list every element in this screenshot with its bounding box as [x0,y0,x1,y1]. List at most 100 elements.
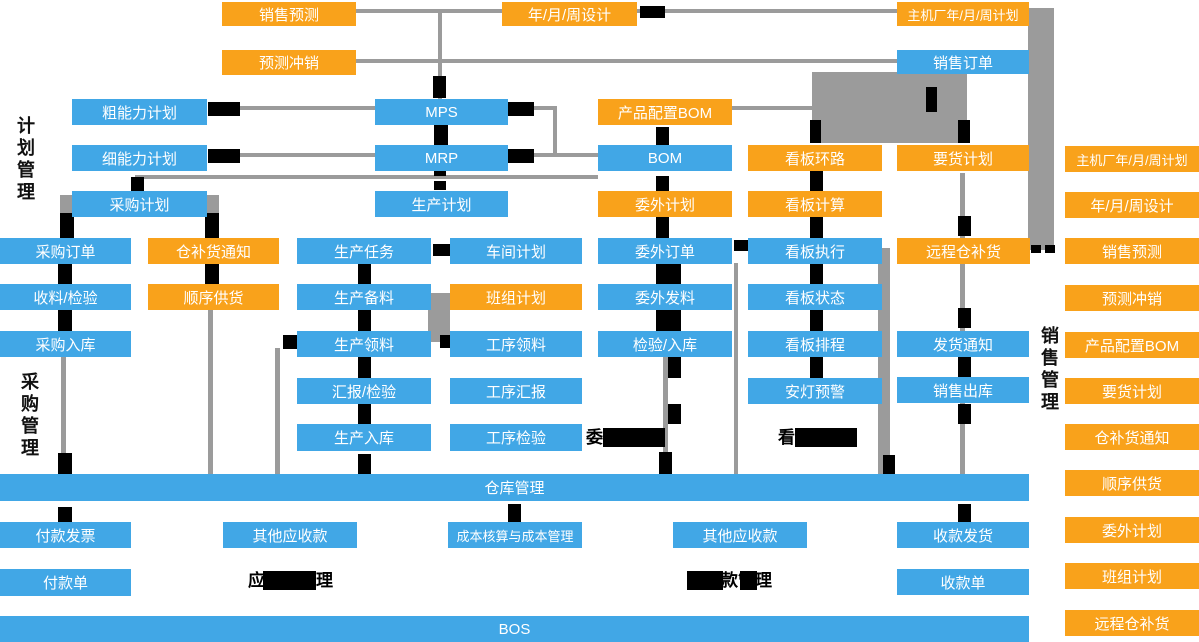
diagram-node: 委外计划 [1065,517,1199,543]
diagram-node: 预测冲销 [222,50,356,75]
connector-mark [810,310,823,331]
redaction-bar [687,571,723,590]
diagram-node: 工序汇报 [450,378,582,404]
connector-mark [958,404,971,424]
gray-block [428,293,450,342]
connector-line [960,263,965,331]
connector-mark [58,310,72,331]
connector-line [960,403,965,475]
diagram-node: 仓补货通知 [1065,424,1199,450]
diagram-node: 安灯预警 [748,378,882,404]
connector-mark [358,357,371,378]
diagram-node: 生产备料 [297,284,431,310]
diagram-node: 看板执行 [748,238,882,264]
connector-mark [58,453,72,474]
diagram-node: 细能力计划 [72,145,207,171]
diagram-node: 收料/检验 [0,284,131,310]
diagram-node: 销售预测 [222,2,356,26]
gray-block [812,72,967,143]
connector-mark [433,76,446,98]
connector-line [960,173,965,238]
diagram-node: MRP [375,145,508,171]
connector-mark [668,263,681,284]
diagram-node: 年/月/周设计 [502,2,637,26]
diagram-node: 远程仓补货 [897,238,1030,264]
connector-mark [508,102,534,116]
diagram-node: 年/月/周设计 [1065,192,1199,218]
diagram-node: 采购计划 [72,191,207,217]
connector-mark [668,310,681,331]
diagram-node: 预测冲销 [1065,285,1199,311]
redaction-bar [795,428,857,447]
diagram-node: 采购订单 [0,238,131,264]
diagram-node: 委外订单 [598,238,732,264]
connector-mark [810,357,823,378]
diagram-node: 其他应收款 [673,522,807,548]
diagram-node: 付款发票 [0,522,131,548]
diagram-node: 顺序供货 [148,284,279,310]
diagram-node: 销售预测 [1065,238,1199,264]
diagram-node: 要货计划 [1065,378,1199,404]
connector-line [240,153,375,157]
diagram-node: 工序检验 [450,424,582,451]
connector-mark [958,216,971,236]
connector-line [438,11,442,99]
diagram-node: 成本核算与成本管理 [448,522,582,548]
connector-mark [358,404,371,424]
diagram-node: 汇报/检验 [297,378,431,404]
diagram-node: 委外计划 [598,191,732,217]
diagram-node: 收款发货 [897,522,1029,548]
connector-mark [656,217,669,238]
diagram-node: 检验/入库 [598,331,732,357]
diagram-node: 班组计划 [1065,563,1199,589]
diagram-node: 生产入库 [297,424,431,451]
redaction-bar [740,571,757,590]
diagram-node: 顺序供货 [1065,470,1199,496]
connector-mark [58,507,72,523]
diagram-node: 生产计划 [375,191,508,217]
connector-mark [434,181,446,190]
diagram-node: 看板状态 [748,284,882,310]
diagram-node: 产品配置BOM [598,99,732,125]
diagram-node: 仓库管理 [0,474,1029,501]
connector-mark [883,455,895,475]
connector-mark [508,504,521,524]
connector-mark [926,87,937,112]
diagram-node: 主机厂年/月/周计划 [1065,146,1199,172]
connector-line [356,9,502,13]
connector-mark [958,357,971,377]
diagram-node: 委外发料 [598,284,732,310]
connector-mark [58,263,72,284]
connector-line [61,357,66,475]
connector-line [663,357,668,475]
connector-mark [434,120,448,145]
connector-mark [659,452,672,474]
connector-mark [810,263,823,284]
diagram-node: 班组计划 [450,284,582,310]
diagram-node: 主机厂年/月/周计划 [897,2,1029,26]
connector-mark [810,120,821,143]
diagram-node: 远程仓补货 [1065,610,1199,636]
connector-mark [958,504,971,522]
section-label: 计划管理 [15,116,35,204]
diagram-node: 工序领料 [450,331,582,357]
diagram-node: 采购入库 [0,331,131,357]
diagram-node: 仓补货通知 [148,238,279,264]
connector-line [275,348,280,475]
connector-line [240,106,375,110]
gray-block [1028,8,1054,250]
connector-line [732,106,812,110]
connector-mark [656,310,669,331]
connector-line [508,153,598,157]
connector-line [356,59,897,63]
diagram-node: 付款单 [0,569,131,596]
connector-mark [208,102,240,116]
connector-mark [433,244,455,256]
diagram-node: 销售订单 [897,50,1029,74]
connector-mark [358,454,371,475]
section-label: 销售管理 [1039,326,1059,414]
diagram-node: BOM [598,145,732,171]
connector-mark [358,263,371,284]
connector-mark [668,357,681,378]
